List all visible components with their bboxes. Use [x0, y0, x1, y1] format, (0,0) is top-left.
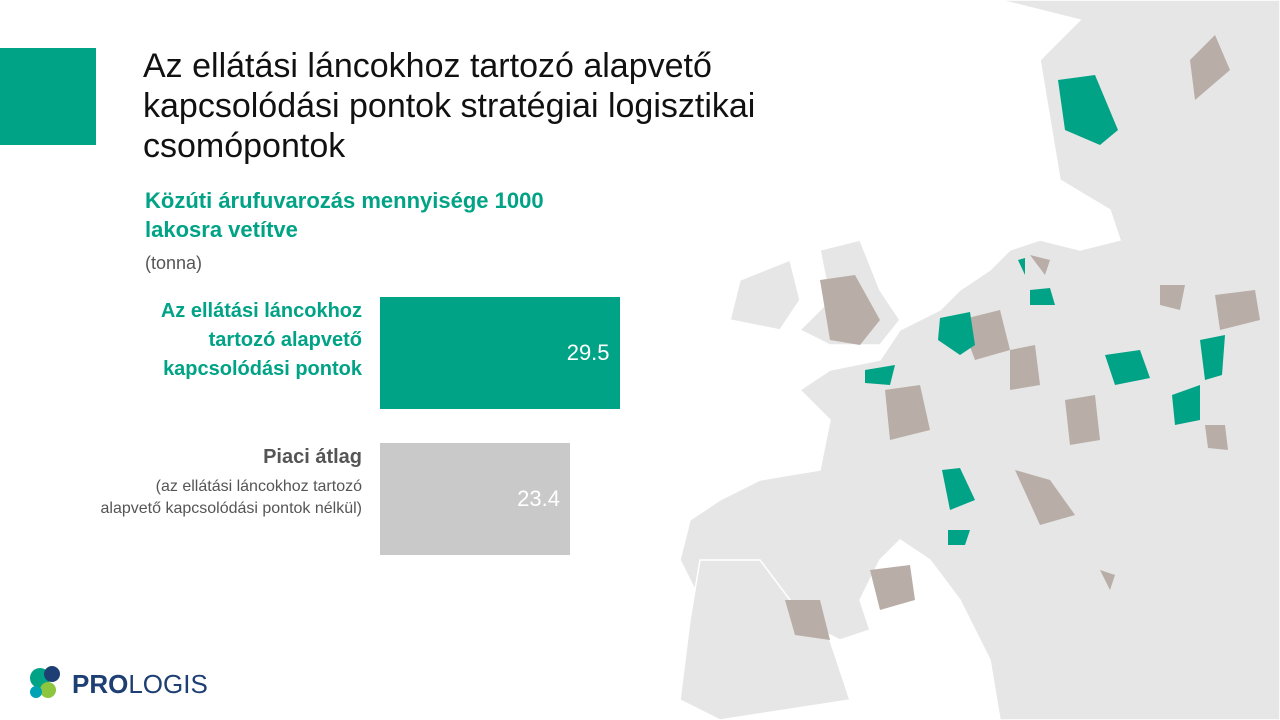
value-label: 23.4	[517, 486, 560, 511]
continent	[679, 0, 1280, 720]
chart-title: Közúti árufuvarozás mennyisége 1000 lako…	[145, 188, 544, 242]
unit-label: (tonna)	[145, 253, 203, 273]
value-label: 29.5	[566, 340, 610, 365]
bar: 23.4	[380, 443, 570, 555]
bar: 29.5	[380, 297, 620, 409]
accent-block	[0, 48, 96, 145]
iberia	[679, 559, 851, 720]
category-label: Piaci átlag (az ellátási láncokhoz tartoz…	[100, 443, 363, 520]
regions	[785, 35, 1260, 640]
slide-title: Az ellátási láncokhoz tartozó alapvető k…	[143, 47, 756, 165]
category-label: Az ellátási láncokhoz tartozó alapvető k…	[100, 297, 362, 384]
category-text: Az ellátási láncokhoz tartozó alapvető k…	[160, 300, 362, 380]
ireland	[729, 258, 801, 331]
logo-text: PROLOGIS	[72, 669, 208, 699]
category-note: (az ellátási láncokhoz tartozó alapvető …	[100, 478, 363, 517]
key-regions	[865, 75, 1225, 545]
category-text: Piaci átlag	[263, 446, 362, 468]
logo: PROLOGIS	[30, 666, 208, 699]
